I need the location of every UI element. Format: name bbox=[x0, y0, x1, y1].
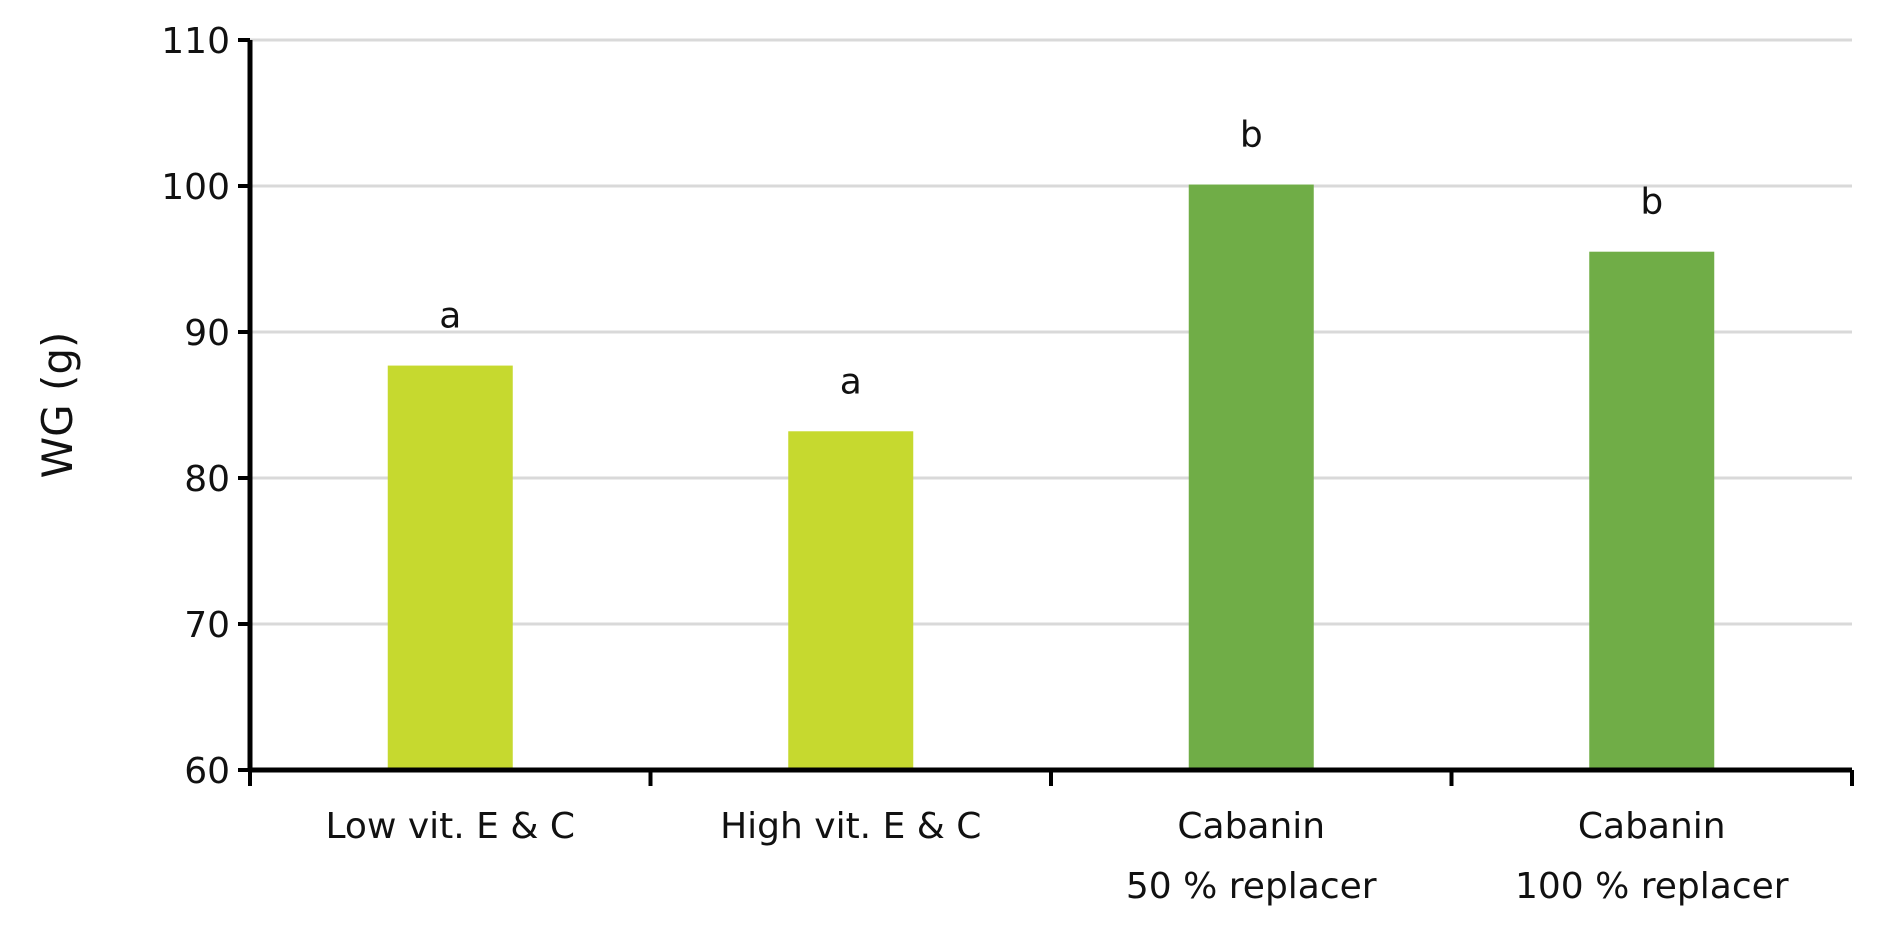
bar bbox=[788, 431, 914, 770]
y-tick-label: 70 bbox=[184, 605, 230, 646]
data-label: b bbox=[1640, 182, 1663, 223]
data-labels: a a b b bbox=[439, 115, 1663, 403]
x-tick-label: High vit. E & C bbox=[720, 806, 981, 847]
y-tick-label: 60 bbox=[184, 751, 230, 792]
x-tick-label: Cabanin 50 % replacer bbox=[1126, 806, 1377, 907]
bar bbox=[1188, 184, 1314, 771]
y-ticks: 60 70 80 90 100 110 bbox=[161, 21, 250, 792]
y-tick-label: 80 bbox=[184, 459, 230, 500]
y-tick-label: 110 bbox=[161, 21, 230, 62]
y-axis-title: WG (g) bbox=[33, 332, 82, 479]
x-tick-label: Low vit. E & C bbox=[326, 806, 576, 847]
x-tick-label: Cabanin 100 % replacer bbox=[1515, 806, 1789, 907]
data-label: a bbox=[840, 361, 862, 402]
data-label: b bbox=[1240, 115, 1263, 156]
y-tick-label: 90 bbox=[184, 313, 230, 354]
y-tick-label: 100 bbox=[161, 167, 230, 208]
data-label: a bbox=[439, 296, 461, 337]
gridlines bbox=[250, 38, 1852, 626]
bar bbox=[1589, 251, 1715, 770]
bars bbox=[387, 184, 1715, 771]
bar bbox=[387, 365, 513, 770]
x-ticks: Low vit. E & C High vit. E & C Cabanin 50 %… bbox=[248, 770, 1854, 907]
